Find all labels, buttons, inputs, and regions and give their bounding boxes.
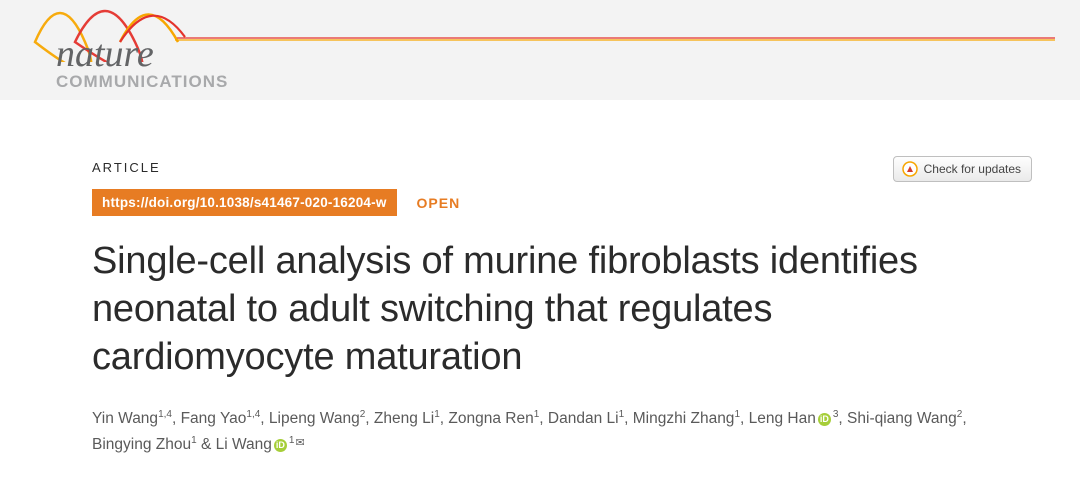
check-for-updates-button[interactable]: Check for updates [893,156,1032,182]
author-affiliation: 2 [360,409,366,420]
doi-row: https://doi.org/10.1038/s41467-020-16204… [92,189,1020,216]
author: Mingzhi Zhang [633,410,735,427]
author-affiliation: 1 [534,409,540,420]
author-affiliation: 2 [957,409,963,420]
journal-subname: COMMUNICATIONS [56,72,228,92]
author: Yin Wang [92,410,158,427]
author-affiliation: 1 [734,409,740,420]
doi-link[interactable]: https://doi.org/10.1038/s41467-020-16204… [92,189,397,216]
journal-name: nature [56,32,154,76]
article-title: Single-cell analysis of murine fibroblas… [92,238,992,382]
author: Li Wang [216,436,272,453]
author: Shi-qiang Wang [847,410,957,427]
crossmark-icon [902,161,918,177]
article-type-label: ARTICLE [92,160,1020,175]
corresponding-author-icon: ✉ [295,434,304,453]
author: Lipeng Wang [269,410,360,427]
author-affiliation: 3 [833,409,839,420]
author: Fang Yao [181,410,247,427]
author: Zheng Li [374,410,434,427]
author-affiliation: 1 [434,409,440,420]
author: Bingying Zhou [92,436,191,453]
author: Leng Han [749,410,816,427]
author-affiliation: 1 [191,435,197,446]
journal-header: nature COMMUNICATIONS [0,0,1080,100]
author-affiliation: 1,4 [246,409,260,420]
orcid-icon[interactable]: iD [818,413,831,426]
open-access-label: OPEN [417,195,461,211]
header-rule-line [175,28,1055,29]
author-affiliation: 1,4 [158,409,172,420]
author-affiliation: 1 [619,409,625,420]
author: Dandan Li [548,410,619,427]
check-for-updates-label: Check for updates [924,162,1021,176]
author: Zongna Ren [448,410,533,427]
orcid-icon[interactable]: iD [274,439,287,452]
article-content: Check for updates ARTICLE https://doi.or… [0,100,1080,459]
author-list: Yin Wang1,4, Fang Yao1,4, Lipeng Wang2, … [92,406,1020,459]
author-affiliation: 1 [289,435,295,446]
